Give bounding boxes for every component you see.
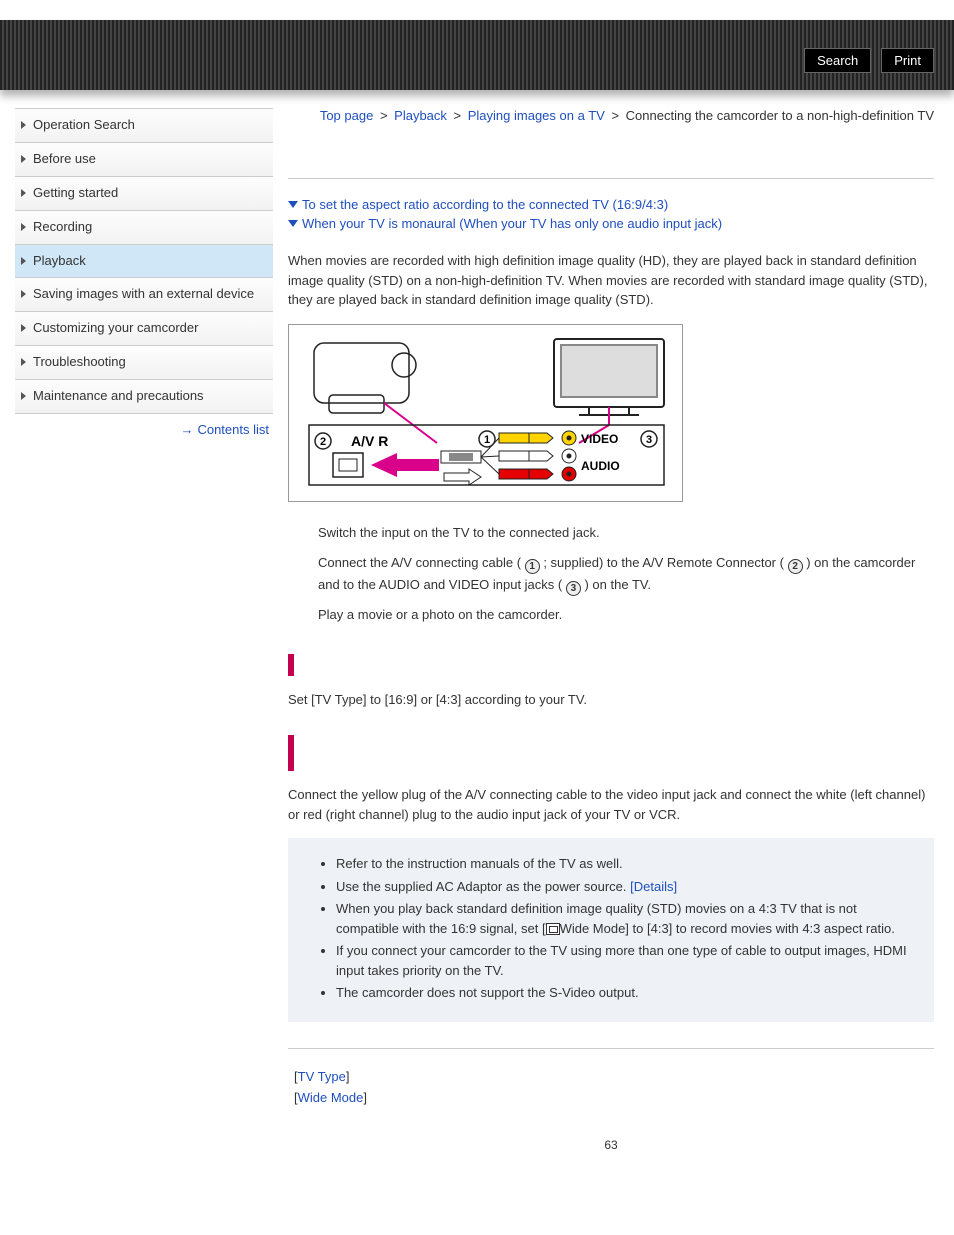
svg-text:2: 2 [320, 436, 326, 448]
step-2d: ) on the TV. [584, 577, 651, 592]
step-2b: ; supplied) to the A/V Remote Connector … [543, 555, 784, 570]
divider [288, 178, 934, 179]
circled-1-icon: 1 [525, 559, 540, 574]
search-button[interactable]: Search [804, 48, 871, 73]
monaural-text: Connect the yellow plug of the A/V conne… [288, 785, 934, 824]
intro-paragraph: When movies are recorded with high defin… [288, 251, 934, 310]
steps-block: Switch the input on the TV to the connec… [288, 522, 934, 626]
nav-operation-search[interactable]: Operation Search [15, 109, 273, 143]
svg-text:VIDEO: VIDEO [581, 432, 618, 446]
note-5: The camcorder does not support the S-Vid… [336, 983, 914, 1003]
nav-troubleshooting[interactable]: Troubleshooting [15, 346, 273, 380]
note-1: Refer to the instruction manuals of the … [336, 854, 914, 874]
svg-text:1: 1 [484, 434, 490, 446]
step-2: Connect the A/V connecting cable ( 1 ; s… [318, 552, 934, 596]
sidebar: Operation Search Before use Getting star… [15, 108, 273, 1152]
chevron-down-icon [288, 220, 298, 227]
nav-saving-images[interactable]: Saving images with an external device [15, 278, 273, 312]
breadcrumb: Top page > Playback > Playing images on … [288, 108, 934, 123]
related-tv-type[interactable]: TV Type [298, 1069, 346, 1084]
crumb-playing-tv[interactable]: Playing images on a TV [468, 108, 605, 123]
section-bar-icon [288, 654, 294, 676]
svg-text:A/V R: A/V R [351, 433, 388, 449]
section-aspect-header [288, 654, 934, 676]
nav-customizing[interactable]: Customizing your camcorder [15, 312, 273, 346]
chevron-down-icon [288, 201, 298, 208]
nav-recording[interactable]: Recording [15, 211, 273, 245]
note-3: When you play back standard definition i… [336, 899, 914, 938]
header-buttons: Search Print [804, 48, 934, 73]
nav-maintenance[interactable]: Maintenance and precautions [15, 380, 273, 414]
jump-monaural[interactable]: When your TV is monaural (When your TV h… [302, 216, 722, 231]
crumb-current: Connecting the camcorder to a non-high-d… [626, 108, 934, 123]
header-bar: Search Print [0, 20, 954, 90]
note-3b: Wide Mode] to [4:3] to record movies wit… [560, 921, 895, 936]
circled-3-icon: 3 [566, 581, 581, 596]
crumb-top[interactable]: Top page [320, 108, 374, 123]
crumb-sep: > [380, 108, 388, 123]
svg-text:AUDIO: AUDIO [581, 459, 620, 473]
print-button[interactable]: Print [881, 48, 934, 73]
contents-link-wrap: → Contents list [15, 414, 273, 445]
notes-box: Refer to the instruction manuals of the … [288, 838, 934, 1022]
crumb-sep: > [611, 108, 619, 123]
nav-getting-started[interactable]: Getting started [15, 177, 273, 211]
svg-text:3: 3 [646, 434, 652, 446]
note-2-text: Use the supplied AC Adaptor as the power… [336, 879, 630, 894]
step-3: Play a movie or a photo on the camcorder… [318, 604, 934, 626]
connection-diagram: 2 A/V R 1 [288, 324, 683, 502]
step-2a: Connect the A/V connecting cable ( [318, 555, 521, 570]
circled-2-icon: 2 [788, 559, 803, 574]
page-number: 63 [288, 1138, 934, 1152]
section-bar-icon [288, 735, 294, 771]
main-content: Top page > Playback > Playing images on … [288, 108, 934, 1152]
section-monaural-header [288, 735, 934, 771]
related-wide-mode[interactable]: Wide Mode [298, 1090, 364, 1105]
wide-mode-icon [546, 923, 560, 935]
details-link[interactable]: [Details] [630, 879, 677, 894]
jump-aspect-ratio[interactable]: To set the aspect ratio according to the… [302, 197, 668, 212]
arrow-right-icon: → [180, 422, 193, 437]
crumb-playback[interactable]: Playback [394, 108, 447, 123]
related-topics: [TV Type] [Wide Mode] [288, 1067, 934, 1109]
contents-list-link[interactable]: Contents list [197, 422, 269, 437]
step-1: Switch the input on the TV to the connec… [318, 522, 934, 544]
divider [288, 1048, 934, 1049]
nav-before-use[interactable]: Before use [15, 143, 273, 177]
nav-list: Operation Search Before use Getting star… [15, 108, 273, 414]
nav-playback[interactable]: Playback [15, 245, 273, 279]
crumb-sep: > [454, 108, 462, 123]
tv-type-text: Set [TV Type] to [16:9] or [4:3] accordi… [288, 690, 934, 710]
jump-links: To set the aspect ratio according to the… [288, 197, 934, 231]
note-4: If you connect your camcorder to the TV … [336, 941, 914, 980]
note-2: Use the supplied AC Adaptor as the power… [336, 877, 914, 897]
